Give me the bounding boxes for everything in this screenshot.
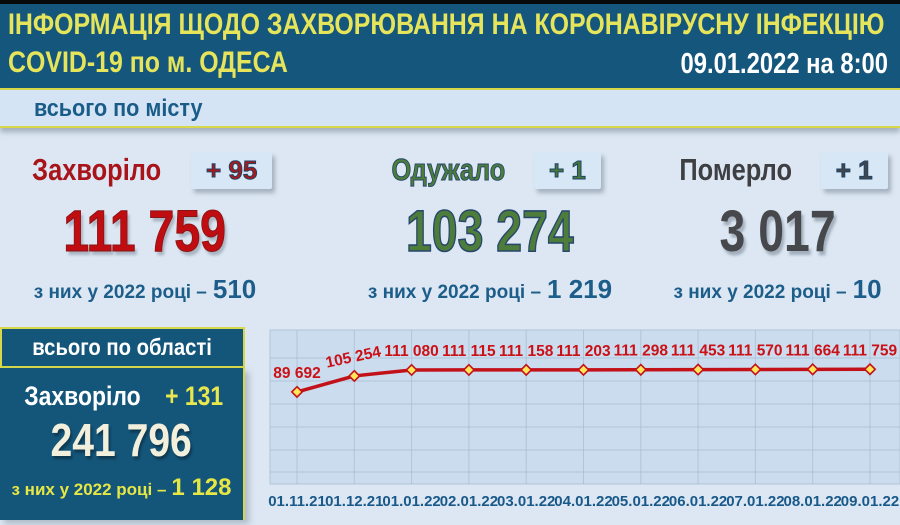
x-axis-label-1: 01.12.21 — [325, 493, 383, 510]
died-note-value: 10 — [852, 274, 882, 304]
died-note-prefix: з них у 2022 році – — [673, 282, 847, 303]
died-total: 3 017 — [719, 199, 836, 264]
infected-label: Захворіло — [31, 152, 161, 187]
point-label-3: 111 115 — [442, 343, 496, 360]
page-title-line2: COVID-19 по м. ОДЕСА — [8, 46, 288, 79]
x-axis-label-7: 06.01.22 — [669, 493, 727, 510]
region-delta-value: + 131 — [165, 381, 224, 411]
data-marker-7 — [691, 363, 705, 376]
data-marker-8 — [749, 363, 762, 376]
stat-block-recovered: Одужало + 1 103 274 з них у 2022 році –1… — [355, 148, 625, 305]
data-marker-6 — [634, 363, 648, 377]
point-label-5: 111 203 — [556, 343, 611, 360]
infected-delta-value: + 95 — [205, 154, 258, 185]
infected-note: з них у 2022 році –510 — [10, 274, 280, 305]
region-section-label: всього по області — [32, 334, 213, 360]
data-marker-0 — [290, 385, 304, 399]
recovered-delta-badge: + 1 — [533, 151, 601, 189]
infected-delta-badge: + 95 — [190, 151, 273, 189]
recovered-title-row: Одужало + 1 — [355, 148, 625, 192]
x-axis-label-8: 07.01.22 — [726, 493, 784, 510]
recovered-note-value: 1 219 — [547, 274, 613, 304]
died-delta-value: + 1 — [835, 154, 873, 185]
x-axis-label-4: 03.01.22 — [497, 493, 555, 510]
infected-note-value: 510 — [212, 274, 257, 304]
region-title-row: Захворіло + 131 — [0, 381, 243, 412]
data-marker-5 — [577, 363, 590, 377]
point-label-0: 89 692 — [273, 365, 320, 382]
page-title-line1: ІНФОРМАЦІЯ ЩОДО ЗАХВОРЮВАННЯ НА КОРОНАВІ… — [8, 8, 885, 41]
point-label-4: 111 158 — [499, 343, 554, 360]
data-marker-1 — [347, 369, 361, 383]
region-note-value: 1 128 — [171, 474, 232, 501]
header: ІНФОРМАЦІЯ ЩОДО ЗАХВОРЮВАННЯ НА КОРОНАВІ… — [0, 0, 900, 88]
point-label-9: 111 664 — [786, 342, 841, 359]
stat-block-died: Померло + 1 3 017 з них у 2022 році –10 — [655, 148, 900, 305]
recovered-delta-value: + 1 — [548, 154, 586, 185]
region-infected-label: Захворіло — [24, 381, 142, 411]
x-axis-label-10: 09.01.22 — [841, 493, 899, 510]
region-note-prefix: з них у 2022 році – — [11, 480, 167, 499]
data-marker-4 — [519, 363, 533, 377]
infected-title-row: Захворіло + 95 — [10, 148, 280, 192]
x-axis-label-5: 04.01.22 — [554, 493, 612, 510]
plot-area — [269, 329, 900, 485]
recovered-total: 103 274 — [405, 199, 574, 264]
data-marker-2 — [405, 363, 418, 377]
region-total: 241 796 — [50, 414, 193, 466]
infected-note-prefix: з них у 2022 році – — [33, 282, 207, 303]
stat-block-infected: Захворіло + 95 111 759 з них у 2022 році… — [10, 148, 280, 305]
point-label-2: 111 080 — [384, 343, 438, 360]
point-label-6: 111 298 — [614, 343, 669, 360]
x-axis-label-6: 05.01.22 — [612, 493, 670, 510]
x-axis-label-2: 01.01.22 — [382, 493, 440, 510]
infected-total: 111 759 — [63, 199, 227, 264]
region-section-bar: всього по області — [0, 327, 245, 368]
data-marker-9 — [806, 363, 820, 376]
region-note: з них у 2022 році –1 128 — [0, 474, 243, 502]
died-label: Померло — [679, 152, 793, 187]
recovered-note-prefix: з них у 2022 році – — [367, 282, 542, 303]
x-axis-label-9: 08.01.22 — [784, 493, 842, 510]
report-datetime: 09.01.2022 на 8:00 — [680, 48, 888, 80]
point-label-7: 111 453 — [671, 343, 726, 360]
died-title-row: Померло + 1 — [655, 148, 900, 192]
city-section-label: всього по місту — [34, 95, 203, 122]
died-delta-badge: + 1 — [820, 151, 888, 189]
city-section-bar: всього по місту — [0, 88, 900, 128]
x-axis-label-3: 02.01.22 — [440, 493, 498, 510]
data-marker-3 — [462, 363, 476, 377]
point-label-10: 111 759 — [843, 342, 898, 359]
x-axis-label-0: 01.11.21 — [268, 493, 326, 510]
recovered-label: Одужало — [391, 152, 506, 188]
data-marker-10 — [863, 362, 877, 376]
died-note: з них у 2022 році –10 — [655, 274, 900, 305]
region-stat-box: Захворіло + 131 241 796 з них у 2022 роц… — [0, 368, 245, 520]
point-label-8: 111 570 — [728, 342, 782, 359]
covid-trend-chart: 89 692 105 254 111 080 111 115 111 158 111 20… — [245, 325, 900, 520]
recovered-note: з них у 2022 році –1 219 — [355, 274, 625, 305]
